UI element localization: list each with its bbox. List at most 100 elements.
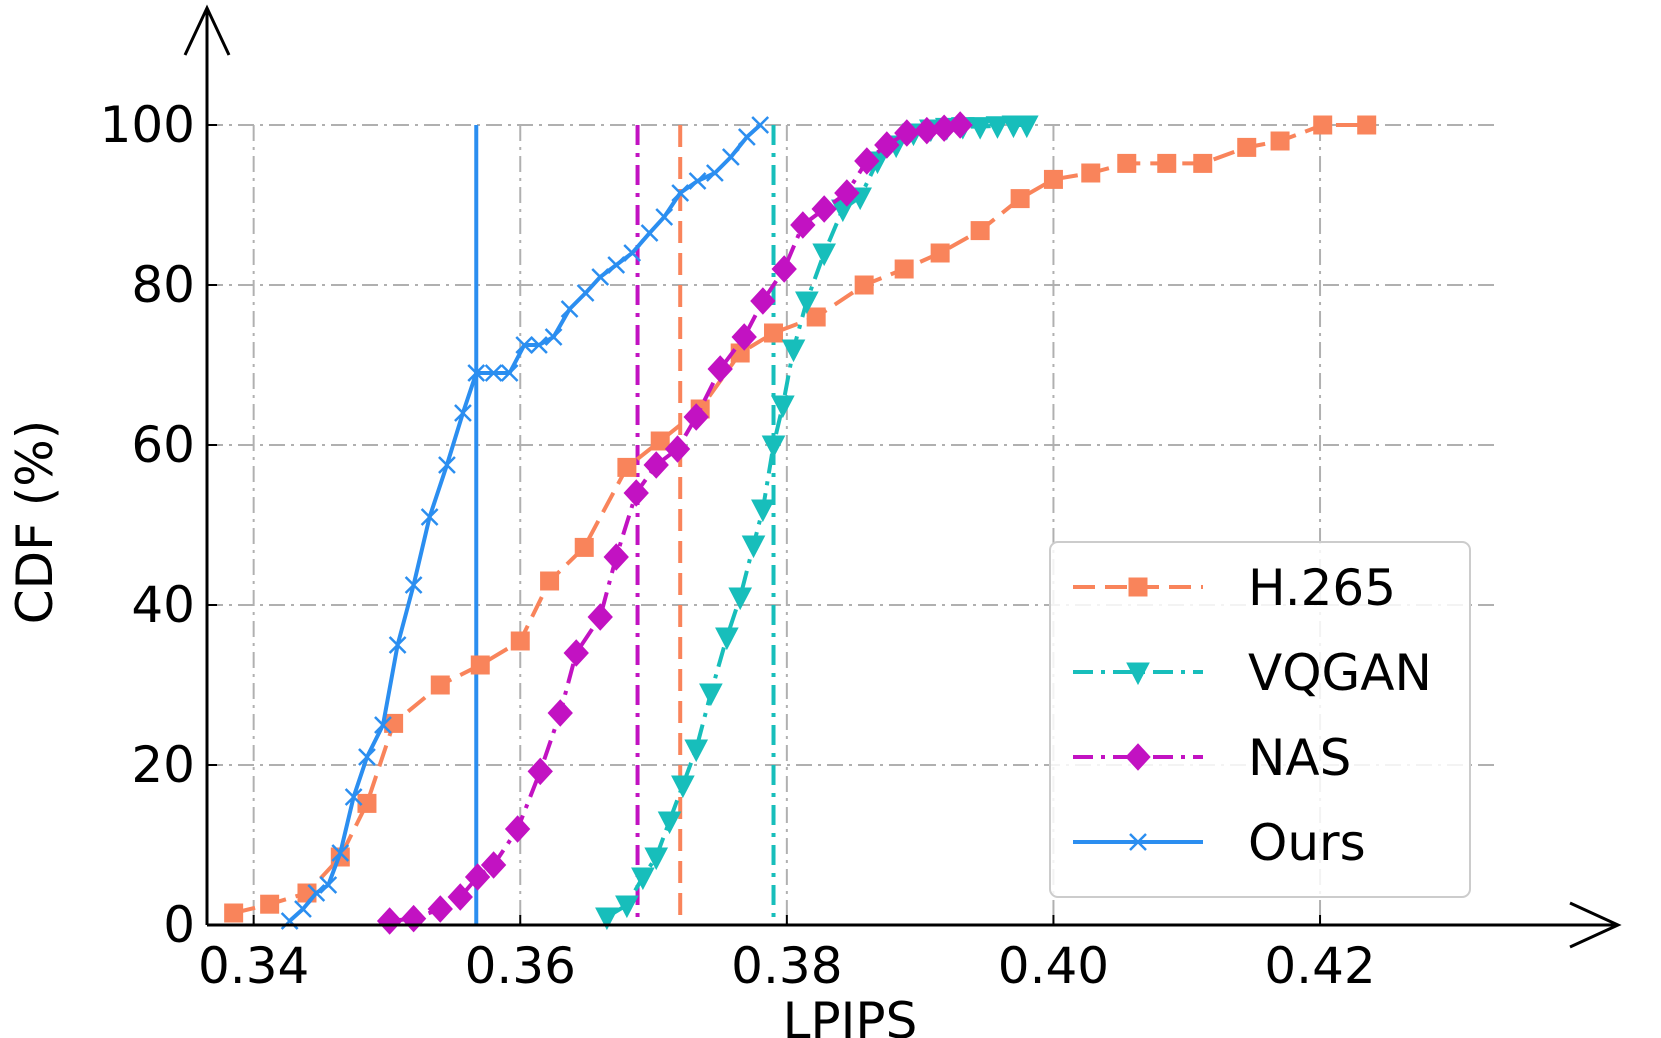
data-point-vqgan	[771, 395, 795, 419]
data-point-h-265	[970, 221, 990, 241]
data-point-h-265	[1193, 153, 1213, 173]
data-point-nas	[643, 451, 669, 479]
data-point-h-265	[260, 894, 280, 914]
y-tick-label: 80	[131, 256, 195, 314]
data-point-h-265	[574, 537, 594, 557]
data-point-h-265	[540, 571, 560, 591]
legend-entry-h-265: H.265	[1073, 559, 1396, 617]
data-point-h-265	[1313, 115, 1333, 135]
x-tick-label: 0.40	[998, 937, 1109, 995]
data-point-nas	[376, 907, 403, 935]
y-tick-label: 20	[131, 736, 195, 794]
data-point-nas	[854, 147, 880, 175]
data-point-vqgan	[812, 243, 837, 267]
data-point-nas	[623, 479, 649, 507]
data-point-vqgan	[985, 116, 1010, 139]
x-tick-label: 0.38	[731, 937, 842, 995]
data-point-nas	[731, 323, 757, 351]
data-point-h-265	[854, 275, 874, 295]
legend-entry-vqgan: VQGAN	[1073, 644, 1432, 702]
legend-marker-nas	[1125, 743, 1151, 771]
data-point-h-265	[1117, 153, 1137, 173]
data-point-ours	[344, 788, 363, 806]
data-point-ours	[655, 208, 674, 226]
data-point-h-265	[357, 793, 377, 813]
y-tick-label: 60	[131, 416, 195, 474]
data-point-vqgan	[631, 867, 655, 891]
data-point-nas	[447, 883, 473, 911]
data-point-ours	[420, 508, 439, 526]
data-point-ours	[721, 148, 740, 166]
data-point-h-265	[806, 307, 826, 327]
legend-label-ours: Ours	[1248, 814, 1366, 872]
series-group	[224, 111, 1377, 935]
data-point-ours	[388, 636, 407, 654]
data-point-h-265	[930, 243, 950, 263]
legend-label-nas: NAS	[1248, 729, 1351, 787]
y-tick-label: 100	[100, 96, 195, 154]
data-point-h-265	[1010, 189, 1030, 209]
data-point-nas	[464, 863, 491, 891]
data-point-h-265	[510, 631, 530, 651]
data-point-ours	[484, 364, 503, 382]
legend: H.265 VQGAN NAS Ours	[1049, 541, 1471, 898]
data-point-ours	[500, 364, 519, 382]
data-point-ours	[688, 172, 707, 190]
data-point-nas	[527, 757, 553, 786]
data-point-vqgan	[751, 499, 775, 523]
y-axis-title: CDF (%)	[6, 420, 64, 625]
y-axis-arrow	[183, 4, 231, 56]
data-point-ours	[454, 404, 472, 422]
data-point-nas	[427, 895, 453, 923]
data-point-vqgan	[781, 339, 806, 363]
data-point-ours	[640, 224, 659, 242]
data-point-ours	[294, 900, 312, 918]
data-point-ours	[438, 456, 456, 474]
data-point-h-265	[1157, 153, 1177, 173]
data-point-h-265	[470, 655, 490, 675]
data-point-h-265	[1043, 169, 1063, 189]
data-point-nas	[603, 543, 629, 571]
data-point-nas	[547, 699, 573, 727]
data-point-vqgan	[715, 627, 739, 651]
x-tick-label: 0.34	[198, 937, 309, 995]
data-point-ours	[374, 716, 392, 734]
series-ours	[280, 116, 770, 930]
data-point-nas	[664, 435, 691, 463]
y-tick-label: 40	[131, 576, 195, 634]
data-point-ours	[307, 884, 326, 902]
legend-marker-ours	[1129, 833, 1147, 851]
data-point-nas	[563, 639, 589, 667]
legend-entry-nas: NAS	[1073, 729, 1351, 787]
data-point-nas	[400, 904, 427, 933]
data-point-h-265	[1237, 137, 1257, 157]
data-point-ours	[544, 328, 563, 346]
legend-marker-vqgan	[1126, 662, 1150, 686]
x-tick-label: 0.42	[1264, 937, 1375, 995]
data-point-vqgan	[761, 435, 786, 459]
data-point-nas	[480, 851, 507, 879]
data-point-ours	[591, 268, 610, 286]
x-axis-title: LPIPS	[783, 992, 918, 1038]
data-point-vqgan	[968, 117, 992, 140]
data-point-nas	[834, 179, 860, 207]
data-point-nas	[790, 211, 816, 239]
data-point-h-265	[617, 457, 637, 477]
data-point-h-265	[1270, 131, 1290, 151]
data-point-ours	[671, 184, 690, 202]
data-point-h-265	[1357, 115, 1377, 135]
data-point-vqgan	[699, 683, 723, 707]
data-point-nas	[811, 195, 837, 223]
series-nas	[376, 111, 973, 935]
series-h-265	[224, 115, 1377, 923]
data-point-h-265	[430, 675, 450, 695]
data-point-ours	[530, 336, 548, 354]
legend-entry-ours: Ours	[1073, 814, 1366, 872]
data-point-ours	[607, 256, 626, 274]
data-point-ours	[560, 300, 579, 318]
data-point-ours	[358, 748, 376, 766]
data-point-h-265	[1081, 163, 1101, 183]
data-point-vqgan	[595, 907, 619, 931]
data-point-vqgan	[1014, 115, 1039, 139]
data-point-vqgan	[728, 587, 753, 611]
